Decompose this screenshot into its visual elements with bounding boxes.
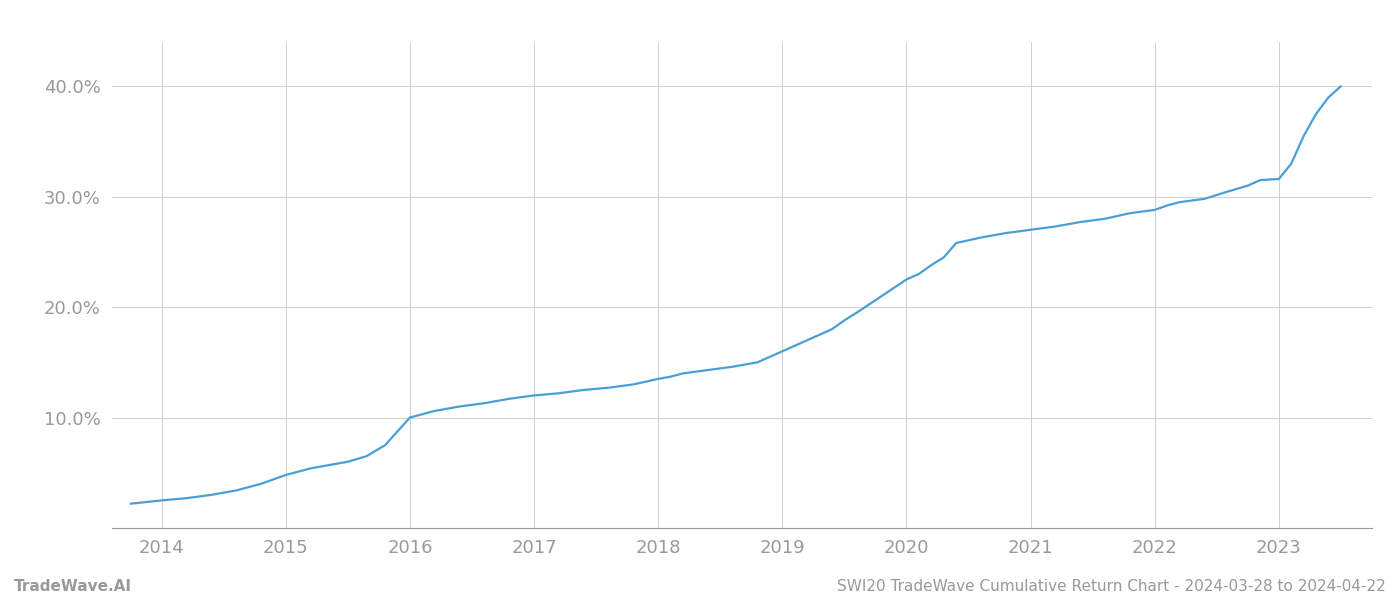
- Text: SWI20 TradeWave Cumulative Return Chart - 2024-03-28 to 2024-04-22: SWI20 TradeWave Cumulative Return Chart …: [837, 579, 1386, 594]
- Text: TradeWave.AI: TradeWave.AI: [14, 579, 132, 594]
